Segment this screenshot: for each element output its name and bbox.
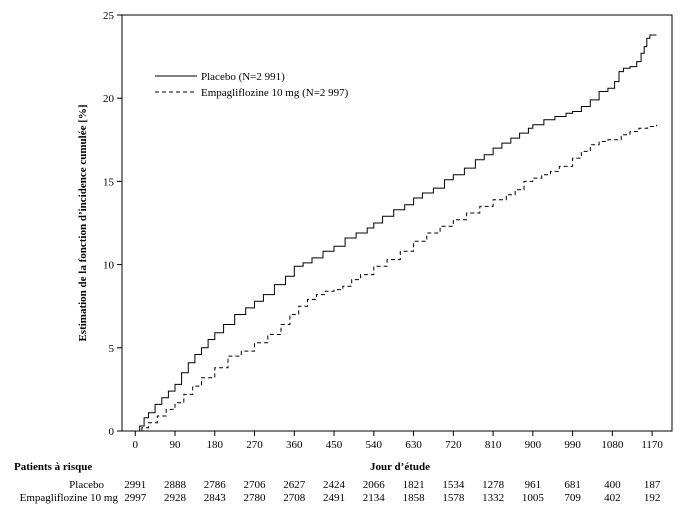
risk-value-placebo: 961: [525, 479, 542, 491]
x-tick-label: 1080: [601, 439, 624, 451]
risk-value-empagliflozine: 2708: [283, 492, 306, 504]
risk-value-empagliflozine: 1578: [442, 492, 465, 504]
risk-table-title: Patients à risque: [14, 461, 92, 473]
x-tick-label: 900: [525, 439, 542, 451]
y-tick-label: 10: [103, 260, 115, 272]
risk-value-placebo: 2424: [323, 479, 346, 491]
risk-value-placebo: 1821: [403, 479, 425, 491]
legend-label-empagliflozine: Empagliflozine 10 mg (N=2 997): [201, 87, 349, 99]
risk-value-placebo: 2627: [283, 479, 306, 491]
x-tick-label: 450: [326, 439, 343, 451]
risk-row-label-placebo: Placebo: [69, 479, 104, 491]
risk-value-empagliflozine: 2928: [164, 492, 187, 504]
y-axis-title: Estimation de la fonction d’incidence cu…: [77, 104, 89, 341]
risk-value-empagliflozine: 1858: [403, 492, 426, 504]
x-tick-label: 810: [485, 439, 502, 451]
x-tick-label: 630: [405, 439, 422, 451]
risk-value-empagliflozine: 2780: [244, 492, 267, 504]
risk-value-placebo: 681: [564, 479, 581, 491]
legend: Placebo (N=2 991) Empagliflozine 10 mg (…: [155, 71, 349, 99]
risk-value-placebo: 400: [604, 479, 621, 491]
x-tick-label: 720: [445, 439, 462, 451]
x-tick-label: 540: [366, 439, 383, 451]
y-tick-label: 20: [103, 93, 115, 105]
series-line-empagliflozine: [135, 124, 657, 432]
risk-value-empagliflozine: 1005: [522, 492, 545, 504]
x-tick-label: 180: [207, 439, 224, 451]
risk-value-empagliflozine: 192: [644, 492, 661, 504]
risk-value-placebo: 2888: [164, 479, 187, 491]
y-tick-label: 25: [103, 10, 115, 22]
legend-label-placebo: Placebo (N=2 991): [201, 71, 285, 83]
risk-value-empagliflozine: 2997: [124, 492, 147, 504]
risk-value-placebo: 2991: [124, 479, 146, 491]
risk-value-empagliflozine: 2491: [323, 492, 345, 504]
risk-value-placebo: 187: [644, 479, 661, 491]
y-tick-label: 15: [103, 176, 115, 188]
series-line-placebo: [135, 34, 657, 432]
risk-value-placebo: 2706: [244, 479, 267, 491]
x-tick-label: 360: [286, 439, 303, 451]
risk-row-label-empagliflozine: Empagliflozine 10 mg: [20, 492, 119, 504]
risk-value-placebo: 2066: [363, 479, 386, 491]
x-tick-label: 0: [133, 439, 139, 451]
plot-frame: [121, 14, 673, 432]
risk-value-empagliflozine: 2134: [363, 492, 386, 504]
x-tick-label: 1170: [641, 439, 663, 451]
risk-value-empagliflozine: 2843: [204, 492, 227, 504]
risk-value-empagliflozine: 709: [564, 492, 581, 504]
risk-value-placebo: 1534: [442, 479, 465, 491]
risk-value-placebo: 2786: [204, 479, 227, 491]
x-tick-label: 270: [246, 439, 263, 451]
y-tick-label: 0: [109, 426, 115, 438]
x-axis-title: Jour d’étude: [370, 461, 430, 473]
risk-value-empagliflozine: 402: [604, 492, 621, 504]
x-tick-label: 90: [170, 439, 182, 451]
risk-value-placebo: 1278: [482, 479, 505, 491]
risk-value-empagliflozine: 1332: [482, 492, 504, 504]
y-tick-label: 5: [109, 343, 115, 355]
x-tick-label: 990: [564, 439, 581, 451]
